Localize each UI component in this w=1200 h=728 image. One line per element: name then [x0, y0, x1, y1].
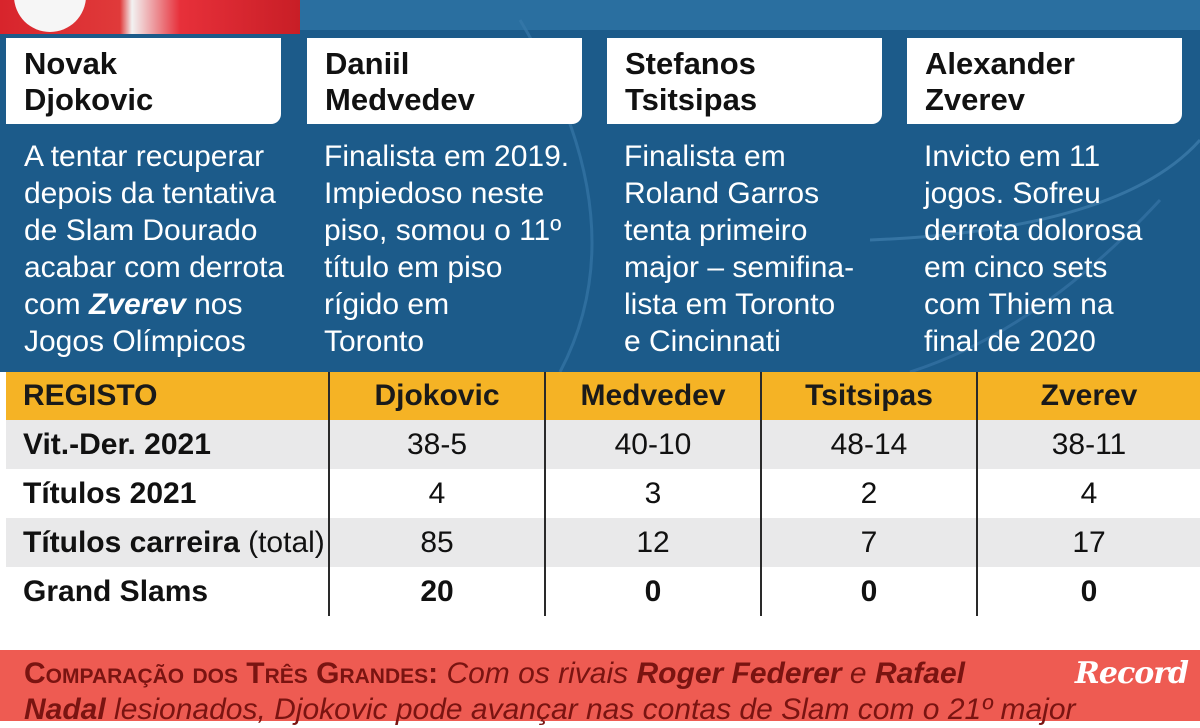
row-label-text: Títulos carreira — [23, 525, 240, 559]
footer-name: Roger Federer — [636, 657, 842, 690]
description-line: major – semifina- — [624, 251, 855, 284]
table-cell: 3 — [544, 469, 761, 518]
player-description-zverev: Invicto em 11 jogos. Sofreu derrota dolo… — [924, 138, 1200, 360]
description-line: lista em Toronto — [624, 288, 836, 321]
table-cell: 0 — [544, 567, 761, 616]
player-card-zverev: Alexander Zverev — [907, 38, 1182, 124]
footer-name: Nadal — [24, 693, 106, 726]
player-description-tsitsipas: Finalista em Roland Garros tenta primeir… — [624, 138, 914, 360]
table-header-cell: Tsitsipas — [760, 372, 977, 420]
footer-text: lesionados, Djokovic pode avançar nas co… — [105, 693, 1076, 726]
row-label: Grand Slams — [6, 567, 329, 616]
description-line: piso, somou o 11º — [324, 214, 562, 247]
player-first-name: Daniil — [325, 46, 410, 81]
player-description-djokovic: A tentar recuperar depois da tentativa d… — [24, 138, 314, 360]
table-cell: 0 — [760, 567, 977, 616]
player-last-name: Medvedev — [325, 82, 475, 117]
footer-note-band: Comparação dos Três Grandes: Com os riva… — [0, 650, 1200, 726]
table-header-cell: Djokovic — [328, 372, 545, 420]
table-header-cell: Zverev — [976, 372, 1200, 420]
table-cell: 48-14 — [760, 420, 977, 469]
description-line: depois da tentativa — [24, 177, 276, 210]
table-row: Vit.-Der. 2021 38-5 40-10 48-14 38-11 — [6, 420, 1200, 469]
description-line: Finalista em — [624, 140, 786, 173]
footer-heading: Comparação dos Três Grandes: — [24, 657, 439, 690]
player-last-name: Tsitsipas — [625, 82, 758, 117]
row-label-text: Títulos 2021 — [23, 476, 197, 510]
description-line: de Slam Dourado — [24, 214, 258, 247]
player-last-name: Djokovic — [24, 82, 154, 117]
description-line: tenta primeiro — [624, 214, 808, 247]
description-line: final de 2020 — [924, 325, 1096, 358]
description-line: acabar com derrota — [24, 251, 285, 284]
flag-photo-fragment — [0, 0, 300, 34]
description-line: Finalista em 2019. — [324, 140, 570, 173]
player-card-djokovic: Novak Djokovic — [6, 38, 281, 124]
table-cell: 4 — [976, 469, 1200, 518]
row-label: Títulos 2021 — [6, 469, 329, 518]
table-row: Títulos 2021 4 3 2 4 — [6, 469, 1200, 518]
description-line: título em piso — [324, 251, 503, 284]
description-text: com — [24, 288, 90, 321]
row-label-text: Grand Slams — [23, 574, 209, 608]
description-line: com Thiem na — [924, 288, 1114, 321]
description-line: com Zverev nos — [24, 286, 314, 323]
description-line: e Cincinnati — [624, 325, 781, 358]
description-line: rígido em — [324, 288, 450, 321]
footer-line-2: Nadal lesionados, Djokovic pode avançar … — [24, 692, 1184, 728]
table-row: Grand Slams 20 0 0 0 — [6, 567, 1200, 616]
row-label: Títulos carreira (total) — [6, 518, 329, 567]
description-line: Toronto — [324, 325, 425, 358]
player-last-name: Zverev — [925, 82, 1025, 117]
footer-name: Rafael — [874, 657, 965, 690]
table-cell: 12 — [544, 518, 761, 567]
table-header-cell: Medvedev — [544, 372, 761, 420]
description-line: Roland Garros — [624, 177, 820, 210]
table-cell: 2 — [760, 469, 977, 518]
stats-table: REGISTO Djokovic Medvedev Tsitsipas Zver… — [6, 372, 1200, 616]
table-cell: 38-11 — [976, 420, 1200, 469]
table-cell: 85 — [328, 518, 545, 567]
description-line: jogos. Sofreu — [924, 177, 1101, 210]
table-cell: 0 — [976, 567, 1200, 616]
player-card-tsitsipas: Stefanos Tsitsipas — [607, 38, 882, 124]
footer-line-1: Comparação dos Três Grandes: Com os riva… — [24, 656, 1184, 692]
description-line: Jogos Olímpicos — [24, 325, 246, 358]
description-text: nos — [185, 288, 243, 321]
description-emphasis: Zverev — [89, 288, 186, 321]
footer-text: e — [841, 657, 875, 690]
description-line: A tentar recuperar — [24, 140, 265, 173]
table-cell: 4 — [328, 469, 545, 518]
table-cell: 17 — [976, 518, 1200, 567]
row-label-suffix: (total) — [239, 525, 325, 559]
description-line: Invicto em 11 — [924, 140, 1101, 173]
description-line: Impiedoso neste — [324, 177, 545, 210]
player-first-name: Alexander — [925, 46, 1075, 81]
player-first-name: Novak — [24, 46, 118, 81]
record-logo: Record — [1074, 656, 1189, 691]
table-cell: 20 — [328, 567, 545, 616]
description-line: em cinco sets — [924, 251, 1108, 284]
table-cell: 38-5 — [328, 420, 545, 469]
table-cell: 40-10 — [544, 420, 761, 469]
table-row: Títulos carreira (total) 85 12 7 17 — [6, 518, 1200, 567]
table-header-cell: REGISTO — [6, 372, 329, 420]
row-label: Vit.-Der. 2021 — [6, 420, 329, 469]
table-header-row: REGISTO Djokovic Medvedev Tsitsipas Zver… — [6, 372, 1200, 420]
table-cell: 7 — [760, 518, 977, 567]
footer-text: Com os rivais — [438, 657, 637, 690]
row-label-text: Vit.-Der. 2021 — [23, 427, 211, 461]
description-line: derrota dolorosa — [924, 214, 1143, 247]
player-first-name: Stefanos — [625, 46, 756, 81]
player-description-medvedev: Finalista em 2019. Impiedoso neste piso,… — [324, 138, 614, 360]
player-card-medvedev: Daniil Medvedev — [307, 38, 582, 124]
